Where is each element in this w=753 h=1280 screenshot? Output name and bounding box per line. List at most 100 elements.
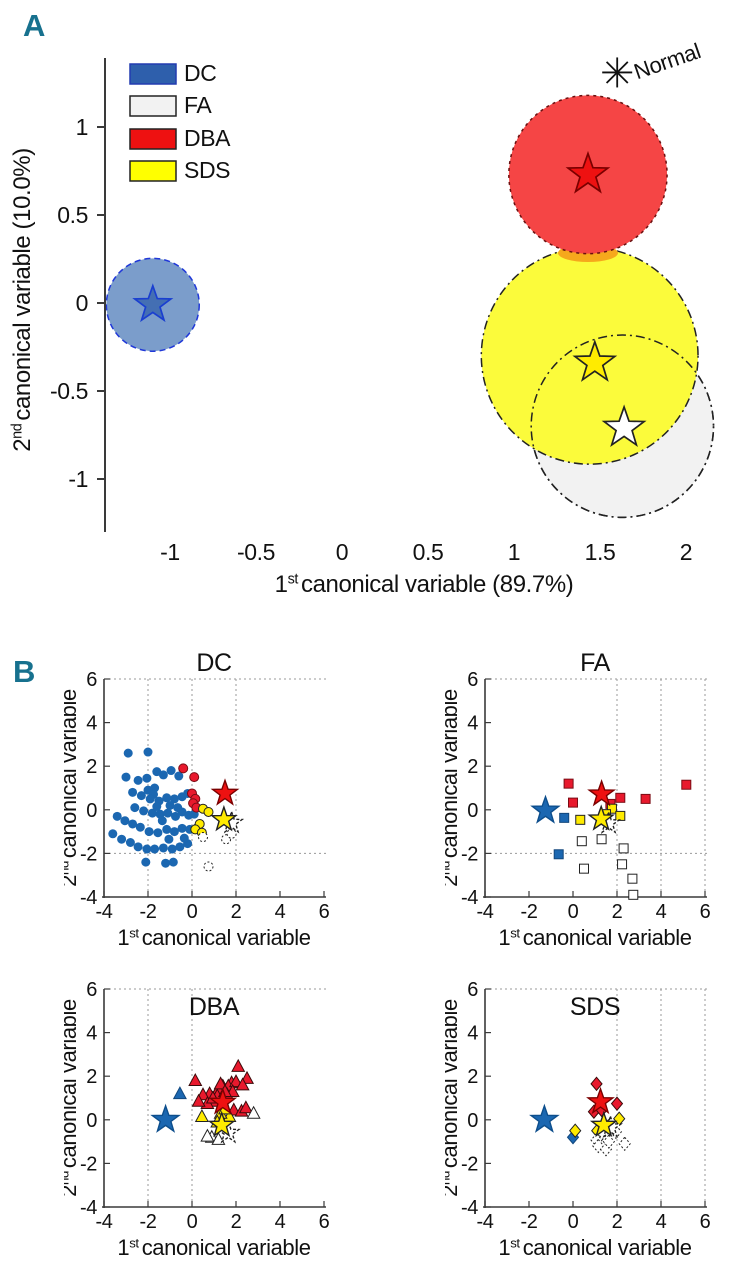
scatter-point xyxy=(133,775,143,785)
scatter-point xyxy=(606,803,617,814)
scatter-point xyxy=(166,766,176,776)
scatter-point xyxy=(128,819,138,829)
scatter-point xyxy=(178,763,189,774)
scatter-point xyxy=(123,748,133,758)
subplot-title: FA xyxy=(580,653,610,677)
scatter-point xyxy=(143,747,153,757)
tick-label: 2 xyxy=(231,1211,242,1233)
scatter-point xyxy=(130,803,140,813)
scatter-point xyxy=(563,778,574,789)
scatter-point xyxy=(158,843,168,853)
tick-label: 0 xyxy=(467,800,478,822)
points xyxy=(553,778,692,900)
tick-label: 0 xyxy=(187,901,198,923)
legend-label: DC xyxy=(184,60,216,86)
tick-label: 6 xyxy=(467,669,478,691)
tick-label: 6 xyxy=(700,901,711,923)
legend-label: FA xyxy=(184,92,212,118)
panel-a-centroids xyxy=(132,150,647,447)
scatter-point xyxy=(177,823,187,833)
scatter-point xyxy=(221,834,232,845)
scatter-point xyxy=(246,1105,261,1119)
panel-a-territorial-map: 1 0.5 0 -0.5 -1 -1 -0.5 0 0.5 1 1.5 2 1st canonical v… xyxy=(9,38,715,598)
tick-label: -4 xyxy=(477,1211,494,1233)
tick-label: 2 xyxy=(86,756,97,778)
scatter-point xyxy=(235,1077,250,1091)
scatter-point xyxy=(153,828,163,838)
scatter-point xyxy=(189,772,200,783)
centroid-star xyxy=(208,1087,238,1115)
panel-a-legend: DC FA DBA SDS xyxy=(129,60,232,183)
tick-label: -2 xyxy=(80,843,97,865)
scatter-point xyxy=(158,770,168,780)
subplot-plot-dba: -4 -2 0 2 4 6 6 4 2 0 -2 -4 DBA 1st canonical variable… xyxy=(56,979,330,1260)
centroid-star xyxy=(529,1103,560,1133)
tick-label: -4 xyxy=(477,901,494,923)
tick-label: 2 xyxy=(680,539,692,565)
tick-label: 0 xyxy=(86,1110,97,1132)
tick-label: -4 xyxy=(96,901,113,923)
points xyxy=(108,747,237,872)
scatter-point xyxy=(579,863,589,874)
scatter-point xyxy=(120,816,130,826)
scatter-point xyxy=(125,838,135,847)
scatter-point xyxy=(188,1073,203,1087)
axes: -4 -2 0 2 4 6 6 4 2 0 -2 -4 SDS 1st canonical variable… xyxy=(437,979,711,1260)
subplot-sds: -4 -2 0 2 4 6 6 4 2 0 -2 -4 SDS 1st canonical variable… xyxy=(437,963,735,1273)
scatter-point xyxy=(121,772,131,782)
subplot-plot-sds: -4 -2 0 2 4 6 6 4 2 0 -2 -4 SDS 1st canonical variable… xyxy=(437,979,711,1260)
centroid-star xyxy=(150,1103,181,1133)
scatter-point xyxy=(175,842,185,852)
scatter-point xyxy=(173,803,183,813)
scatter-point xyxy=(162,793,172,803)
gridlines xyxy=(104,678,326,897)
scatter-point xyxy=(135,822,145,832)
centroid-star xyxy=(565,150,611,194)
tick-label: 6 xyxy=(86,979,97,1001)
tick-label: 2 xyxy=(231,901,242,923)
scatter-point xyxy=(172,1086,187,1100)
centroid-star xyxy=(586,1086,615,1115)
panel-a-axes: 1 0.5 0 -0.5 -1 -1 -0.5 0 0.5 1 1.5 2 1st canonical v… xyxy=(9,58,693,598)
subplot-title: SDS xyxy=(570,993,620,1021)
scatter-point xyxy=(142,844,152,854)
tick-label: 6 xyxy=(467,979,478,1001)
scatter-point xyxy=(568,797,578,808)
asterisk-icon xyxy=(605,61,629,84)
scatter-point xyxy=(231,1058,246,1072)
scatter-point xyxy=(198,832,208,843)
scatter-point xyxy=(163,808,173,818)
legend-label: SDS xyxy=(184,157,230,183)
scatter-point xyxy=(681,779,692,790)
scatter-point xyxy=(164,834,174,844)
scatter-point xyxy=(238,1100,253,1114)
axis-label: 1st canonical variable (89.7%) xyxy=(275,571,574,598)
tick-label: -4 xyxy=(461,887,478,909)
scatter-point xyxy=(628,889,639,900)
tick-label: 2 xyxy=(86,1066,97,1088)
subplot-title: DC xyxy=(196,653,232,677)
tick-label: 0 xyxy=(568,901,579,923)
subplot-dba: -4 -2 0 2 4 6 6 4 2 0 -2 -4 DBA 1st canonical variable… xyxy=(56,963,354,1273)
subplot-title: DBA xyxy=(189,993,240,1021)
panel-b-label: B xyxy=(13,654,35,689)
tick-label: 0.5 xyxy=(413,539,444,565)
tick-label: -2 xyxy=(140,901,157,923)
scatter-point xyxy=(162,824,172,834)
tick-label: -0.5 xyxy=(237,539,275,565)
scatter-point xyxy=(569,1123,582,1138)
tick-label: -2 xyxy=(461,843,478,865)
scatter-point xyxy=(618,843,629,854)
tick-label: -2 xyxy=(80,1153,97,1175)
centroid-star xyxy=(207,1110,236,1138)
tick-label: 6 xyxy=(319,1211,330,1233)
centroid-star xyxy=(601,404,647,447)
tick-label: 1 xyxy=(76,114,88,140)
scatter-point xyxy=(144,827,154,837)
tick-label: 2 xyxy=(467,1066,478,1088)
scatter-point xyxy=(640,793,651,804)
